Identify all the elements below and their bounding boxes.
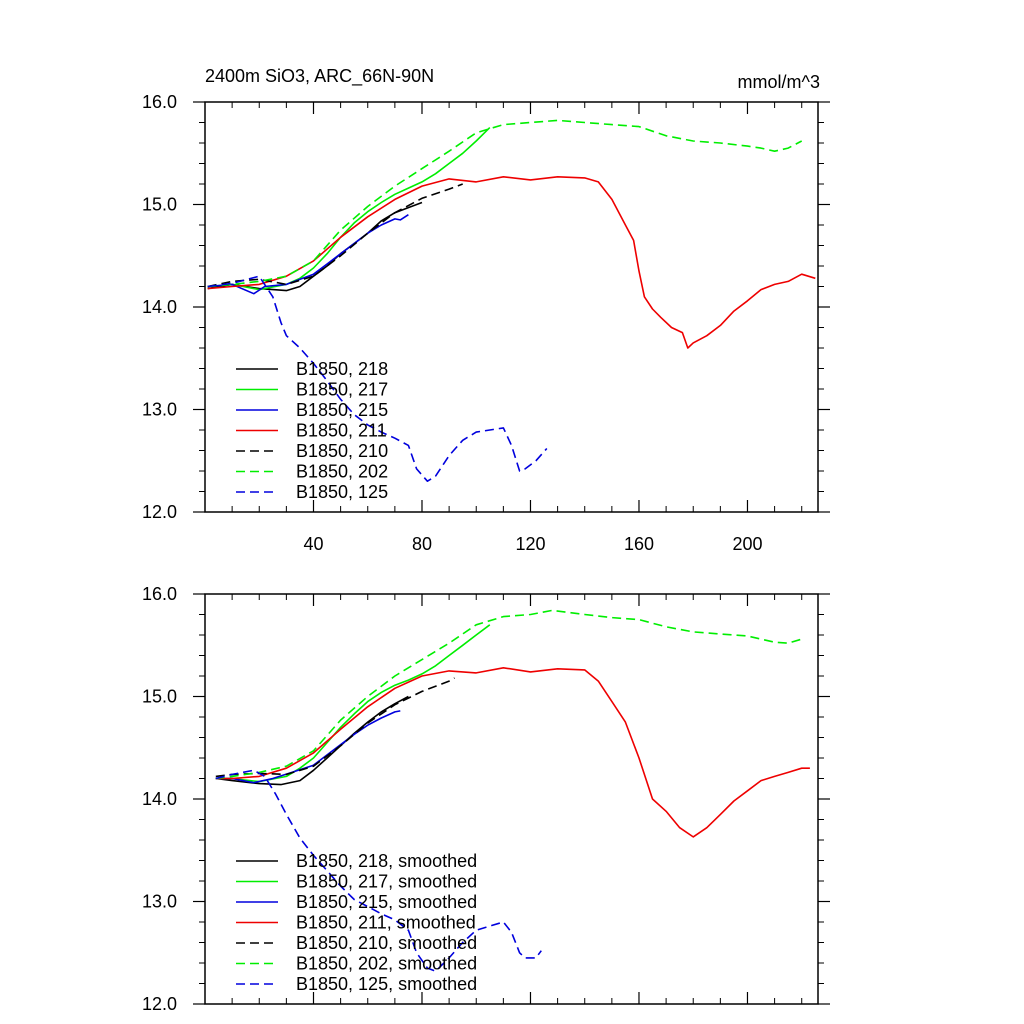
y-tick-label: 16.0 [142,92,177,112]
series-group [215,609,810,973]
legend-label: B1850, 218, smoothed [296,851,477,871]
series-line-4 [207,176,816,349]
series-line-7 [207,275,548,483]
legend-label: B1850, 210 [296,441,388,461]
series-line-1 [215,695,409,786]
legend-label: B1850, 215 [296,400,388,420]
x-tick-label: 160 [624,534,654,554]
legend-label: B1850, 215, smoothed [296,892,477,912]
y-tick-label: 14.0 [142,789,177,809]
y-tick-label: 15.0 [142,687,177,707]
series-line-6 [207,119,803,288]
series-line-3 [207,214,409,295]
legend-label: B1850, 211, smoothed [296,913,476,933]
y-tick-label: 15.0 [142,195,177,215]
legend-label: B1850, 210, smoothed [296,933,477,953]
series-line-1 [207,201,423,292]
y-tick-label: 12.0 [142,502,177,522]
x-tick-label: 80 [412,534,432,554]
chart-panel-2: 12.0 13.0 14.0 15.0 16.0 B1850, 218, smoothed… [142,584,830,1014]
series-line-4 [215,666,810,838]
y-tick-label: 14.0 [142,297,177,317]
x-tick-label: 120 [515,534,545,554]
legend-label: B1850, 202, smoothed [296,954,477,974]
x-tick-label: 40 [303,534,323,554]
legend-label: B1850, 217, smoothed [296,872,477,892]
legend-label: B1850, 217 [296,380,388,400]
series-group [207,119,816,483]
series-line-6 [215,609,802,780]
y-tick-label: 16.0 [142,584,177,604]
legend-label: B1850, 125 [296,482,388,502]
legend-label: B1850, 211 [296,421,387,441]
series-line-2 [215,624,491,783]
legend-label: B1850, 125, smoothed [296,974,477,994]
legend-label: B1850, 202 [296,462,388,482]
y-tick-label: 12.0 [142,994,177,1014]
y-tick-label: 13.0 [142,400,177,420]
series-line-5 [207,183,463,288]
x-tick-label: 200 [732,534,762,554]
series-line-7 [215,769,542,973]
chart-title: 2400m SiO3, ARC_66N-90N [205,66,434,87]
legend-label: B1850, 218 [296,359,388,379]
chart-panel-1: 40 80 120 160 200 12.0 13.0 14.0 15.0 16.0 B1850, … [142,92,830,554]
series-line-3 [215,710,401,784]
y-tick-label: 13.0 [142,892,177,912]
units-label: mmol/m^3 [738,72,820,92]
